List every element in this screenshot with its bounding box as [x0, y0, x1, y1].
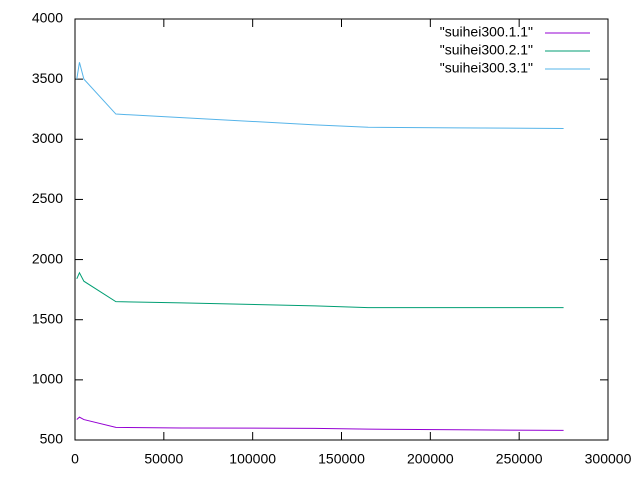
- x-tick-label: 300000: [585, 451, 632, 467]
- series-line: [76, 62, 564, 129]
- y-tick-label: 3500: [32, 70, 63, 86]
- y-tick-label: 3000: [32, 130, 63, 146]
- x-tick-label: 50000: [144, 451, 183, 467]
- x-tick-label: 0: [71, 451, 79, 467]
- x-tick-label: 150000: [318, 451, 365, 467]
- x-tick-label: 250000: [496, 451, 543, 467]
- y-tick-label: 1000: [32, 371, 63, 387]
- y-tick-label: 500: [40, 431, 64, 447]
- plot-border: [74, 18, 609, 441]
- y-tick-label: 1500: [32, 310, 63, 326]
- x-tick-label: 200000: [407, 451, 454, 467]
- series-line: [76, 271, 564, 309]
- y-tick-label: 2000: [32, 250, 63, 266]
- x-tick-label: 100000: [229, 451, 276, 467]
- legend-label: "suihei300.1.1": [440, 24, 533, 40]
- series-line: [76, 416, 564, 431]
- legend-label: "suihei300.2.1": [440, 42, 533, 58]
- legend-label: "suihei300.3.1": [440, 60, 533, 76]
- y-tick-label: 2500: [32, 190, 63, 206]
- y-tick-label: 4000: [32, 10, 63, 26]
